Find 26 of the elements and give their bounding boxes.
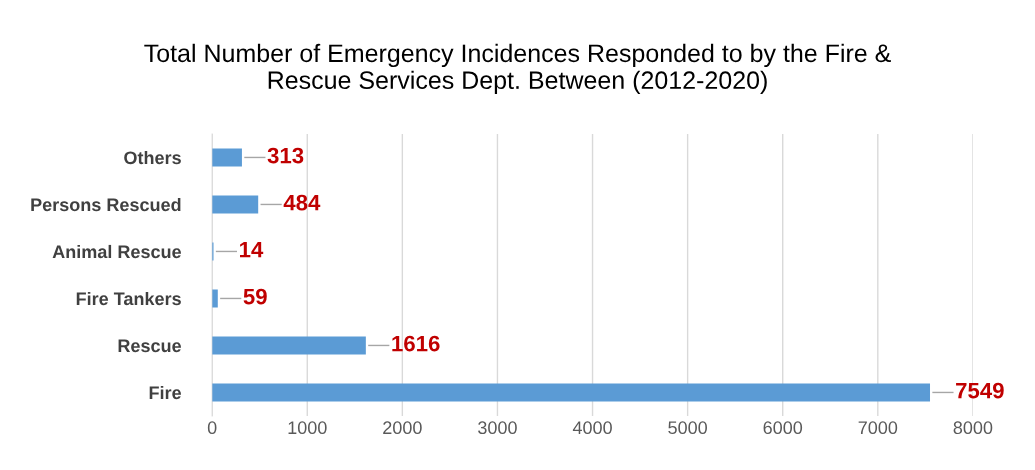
y-tick-label: Fire Tankers <box>76 291 181 306</box>
x-tick-label: 0 <box>207 421 217 435</box>
data-label: 1616 <box>392 335 440 352</box>
x-tick-label: 6000 <box>763 421 803 435</box>
y-tick-label: Persons Rescued <box>31 197 181 212</box>
bar <box>212 383 931 402</box>
data-label: 484 <box>283 194 321 211</box>
y-tick-label: Others <box>124 150 181 165</box>
x-tick-label: 1000 <box>288 421 327 435</box>
bar <box>212 195 259 214</box>
y-tick-label: Rescue <box>118 339 182 353</box>
x-tick-label: 7000 <box>858 421 898 435</box>
data-label: 59 <box>243 288 267 305</box>
data-label: 313 <box>267 147 304 164</box>
x-tick-label: 3000 <box>478 421 517 435</box>
x-tick-label: 2000 <box>383 421 422 435</box>
data-label: 7549 <box>956 382 1004 399</box>
y-tick-label: Animal Rescue <box>52 244 182 259</box>
y-tick-label: Fire <box>149 385 181 400</box>
bar <box>212 148 242 167</box>
x-tick-label: 4000 <box>572 421 612 435</box>
x-tick-label: 8000 <box>953 421 993 435</box>
x-tick-label: 5000 <box>668 421 708 435</box>
chart-title: Total Number of Emergency Incidences Responded to by the Fire & Rescue Services Dept. Between (2012-2020) <box>144 43 891 94</box>
data-label: 14 <box>240 241 264 258</box>
bar <box>212 336 366 355</box>
